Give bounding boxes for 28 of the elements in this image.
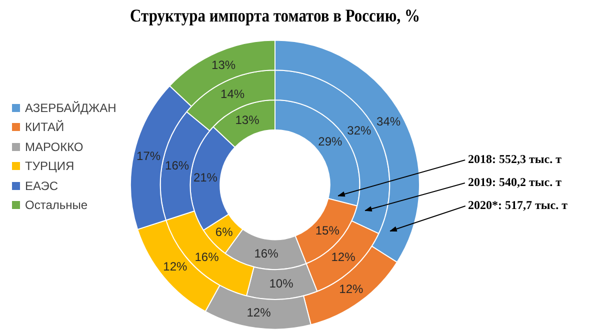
data-label: 29% (318, 134, 343, 148)
data-label: 12% (331, 250, 356, 264)
data-label: 34% (376, 114, 401, 129)
data-label: 32% (347, 124, 372, 138)
data-label: 6% (215, 224, 234, 239)
data-label: 17% (136, 148, 161, 163)
legend-label: ТУРЦИЯ (25, 159, 74, 174)
slice-label: 2019: 540,2 тыс. т (468, 175, 562, 190)
data-label: 16% (165, 158, 190, 172)
data-label: 12% (339, 282, 364, 296)
data-label: 10% (269, 276, 294, 291)
data-label: 12% (246, 306, 272, 320)
slice-label: 2020*: 517,7 тыс. т (468, 198, 568, 212)
chart-title: Структура импорта томатов в Россию, % (130, 5, 420, 26)
data-label: 15% (315, 223, 340, 238)
data-label: 21% (193, 170, 218, 185)
legend-label: Остальные (25, 198, 88, 212)
data-label: 14% (220, 86, 245, 101)
slice-label: 2018: 552,3 тыс. т (468, 152, 562, 166)
data-label: 13% (212, 58, 236, 72)
legend-label: АЗЕРБАЙДЖАН (25, 100, 116, 115)
data-label: 13% (235, 113, 260, 128)
legend-label: ЕАЭС (25, 178, 58, 193)
data-label: 16% (194, 250, 220, 264)
legend-label: КИТАЙ (25, 120, 64, 134)
legend-label: МАРОККО (25, 140, 84, 154)
data-label: 12% (163, 260, 188, 274)
data-label: 16% (254, 246, 279, 260)
